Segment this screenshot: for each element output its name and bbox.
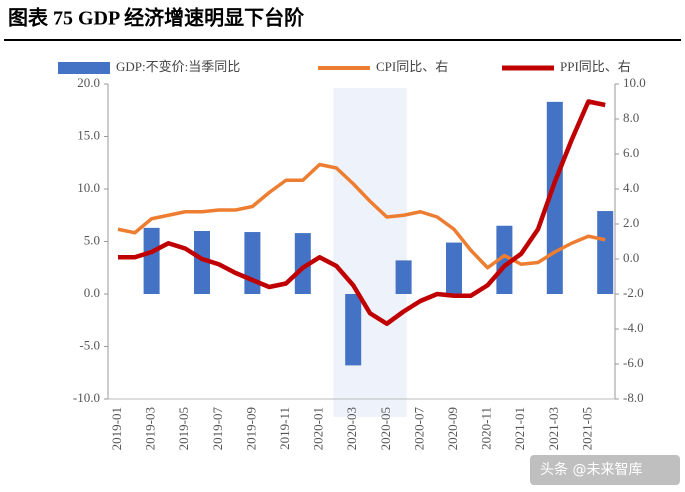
bar — [143, 227, 160, 294]
y2-tick-label: 6.0 — [623, 145, 639, 160]
y-tick-label: 10.0 — [77, 180, 100, 195]
legend-label: GDP:不变价:当季同比 — [116, 59, 240, 74]
y-tick-label: 15.0 — [77, 127, 100, 142]
bar — [345, 294, 362, 366]
x-tick-label: 2019-09 — [243, 407, 258, 450]
legend-label: CPI同比、右 — [376, 59, 448, 74]
x-tick-label: 2020-01 — [311, 407, 326, 450]
x-tick-label: 2020-09 — [445, 407, 460, 450]
bar — [446, 242, 462, 294]
x-tick-label: 2020-07 — [411, 407, 426, 451]
y-tick-label: -5.0 — [79, 337, 100, 352]
highlight-band — [333, 88, 407, 417]
y-tick-label: 5.0 — [84, 232, 100, 247]
y2-tick-label: 0.0 — [623, 250, 639, 265]
line — [118, 99, 606, 326]
bar — [597, 211, 614, 294]
y2-tick-label: -2.0 — [623, 285, 644, 300]
x-tick-label: 2021-01 — [512, 407, 527, 450]
y2-tick-label: 10.0 — [623, 75, 646, 90]
x-tick-label: 2020-03 — [344, 407, 359, 450]
y-tick-label: -10.0 — [73, 390, 100, 405]
bar — [194, 231, 210, 294]
x-tick-label: 2021-03 — [546, 407, 561, 450]
x-tick-label: 2020-05 — [378, 407, 393, 450]
watermark: 头条 @未来智库 — [540, 461, 642, 478]
x-tick-label: 2019-11 — [277, 407, 292, 450]
x-tick-label: 2021-05 — [579, 407, 594, 450]
y2-tick-label: -4.0 — [623, 320, 644, 335]
y2-tick-label: -6.0 — [623, 355, 644, 370]
bar — [546, 101, 563, 294]
bar — [294, 233, 311, 294]
chart-title: 图表 75 GDP 经济增速明显下台阶 — [8, 6, 305, 30]
y2-tick-label: 8.0 — [623, 110, 639, 125]
bar — [496, 225, 513, 294]
legend-swatch — [58, 62, 110, 74]
line — [117, 162, 606, 270]
x-tick-label: 2019-05 — [176, 407, 191, 450]
y2-tick-label: 2.0 — [623, 215, 639, 230]
x-tick-label: 2019-07 — [210, 407, 225, 451]
x-tick-label: 2020-11 — [479, 407, 494, 450]
watermark-bg — [530, 455, 680, 485]
y2-tick-label: -8.0 — [623, 390, 644, 405]
legend-label: PPI同比、右 — [560, 59, 631, 74]
x-tick-label: 2019-01 — [109, 407, 124, 450]
bar — [395, 260, 412, 294]
y-tick-label: 20.0 — [77, 75, 100, 90]
y-tick-label: 0.0 — [84, 285, 100, 300]
x-tick-label: 2019-03 — [143, 407, 158, 450]
y2-tick-label: 4.0 — [623, 180, 639, 195]
